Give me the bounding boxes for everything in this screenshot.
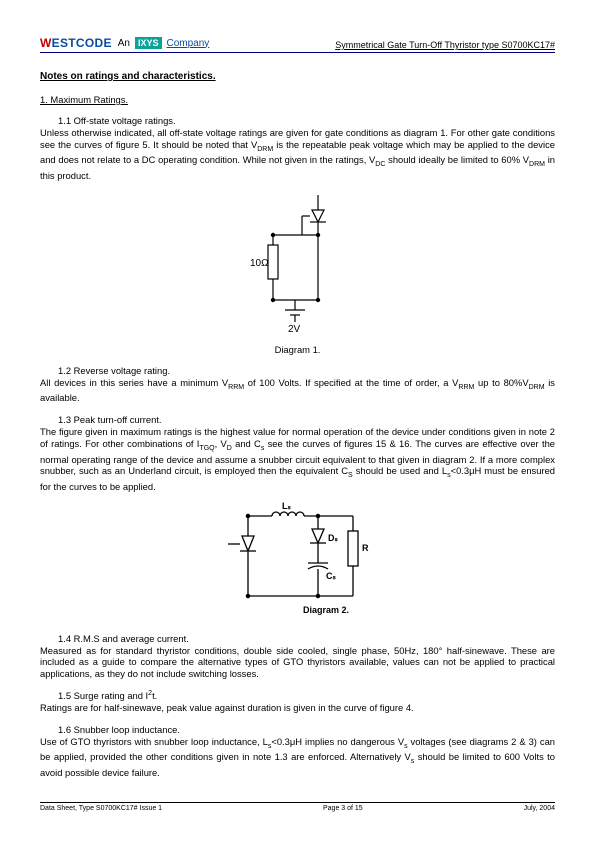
- brand-company: Company: [167, 38, 210, 49]
- subsection-1: 1. Maximum Ratings.: [40, 94, 555, 105]
- diag1-ohm-label: 10Ω: [250, 258, 269, 269]
- para-1-2-body: All devices in this series have a minimu…: [40, 377, 555, 404]
- sub: DRM: [529, 384, 545, 391]
- footer-center: Page 3 of 15: [323, 805, 363, 812]
- para-1-5-title: 1.5 Surge rating and I2t.: [58, 690, 555, 701]
- t: Use of GTO thyristors with snubber loop …: [40, 736, 268, 747]
- diag2-ds: Dₛ: [328, 533, 338, 543]
- brand-w: W: [40, 36, 52, 50]
- brand-an: An: [118, 38, 130, 49]
- sub: RRM: [458, 384, 474, 391]
- footer-left: Data Sheet, Type S0700KC17# Issue 1: [40, 805, 162, 812]
- diagram-1: 10Ω 2V Diagram 1.: [40, 190, 555, 355]
- para-1-6-body: Use of GTO thyristors with snubber loop …: [40, 736, 555, 779]
- para-1-6-title: 1.6 Snubber loop inductance.: [58, 724, 555, 735]
- page: WESTCODE An IXYS Company Symmetrical Gat…: [0, 0, 595, 842]
- diagram-2-svg: Lₛ Dₛ R Cₛ Diagram 2.: [208, 501, 388, 621]
- sub: DC: [375, 161, 385, 168]
- sub: RRM: [228, 384, 244, 391]
- diagram-1-svg: 10Ω 2V: [238, 190, 358, 340]
- t: All devices in this series have a minimu…: [40, 377, 228, 388]
- sub: TGQ: [199, 445, 214, 452]
- footer-bar: Data Sheet, Type S0700KC17# Issue 1 Page…: [40, 802, 555, 812]
- para-1-4-body: Measured as for standard thyristor condi…: [40, 645, 555, 680]
- para-1-3-title: 1.3 Peak turn-off current.: [58, 414, 555, 425]
- diagram-1-caption: Diagram 1.: [40, 344, 555, 355]
- para-1-2-title: 1.2 Reverse voltage rating.: [58, 365, 555, 376]
- t: t.: [152, 690, 157, 701]
- diag2-cs: Cₛ: [326, 571, 336, 581]
- t: , V: [215, 438, 227, 449]
- t: should ideally be limited to 60% V: [385, 154, 529, 165]
- section-title: Notes on ratings and characteristics.: [40, 71, 555, 82]
- diagram-2: Lₛ Dₛ R Cₛ Diagram 2.: [40, 501, 555, 623]
- t: should be used and L: [353, 465, 447, 476]
- ixys-logo-icon: IXYS: [135, 37, 162, 49]
- para-1-4-title: 1.4 R.M.S and average current.: [58, 633, 555, 644]
- diag1-volt-label: 2V: [288, 324, 301, 335]
- footer-right: July, 2004: [524, 805, 555, 812]
- t: of 100 Volts. If specified at the time o…: [244, 377, 458, 388]
- t: up to 80%V: [474, 377, 528, 388]
- sub: DRM: [529, 161, 545, 168]
- header-bar: WESTCODE An IXYS Company Symmetrical Gat…: [40, 36, 555, 53]
- diag2-ls: Lₛ: [282, 501, 291, 511]
- t: 1.5 Surge rating and I: [58, 690, 148, 701]
- para-1-1-title: 1.1 Off-state voltage ratings.: [58, 115, 555, 126]
- brand-rest: ESTCODE: [52, 36, 112, 50]
- t: <0.3μH implies no dangerous V: [271, 736, 404, 747]
- diag2-r: R: [362, 543, 369, 553]
- brand-block: WESTCODE An IXYS Company: [40, 36, 209, 50]
- t: and C: [232, 438, 261, 449]
- para-1-1-body: Unless otherwise indicated, all off-stat…: [40, 127, 555, 182]
- para-1-3-body: The figure given in maximum ratings is t…: [40, 426, 555, 493]
- sub: DRM: [257, 146, 273, 153]
- para-1-5-body: Ratings are for half-sinewave, peak valu…: [40, 702, 555, 714]
- diagram-2-caption: Diagram 2.: [303, 605, 349, 615]
- brand-westcode: WESTCODE: [40, 36, 112, 50]
- doc-title: Symmetrical Gate Turn-Off Thyristor type…: [335, 40, 555, 50]
